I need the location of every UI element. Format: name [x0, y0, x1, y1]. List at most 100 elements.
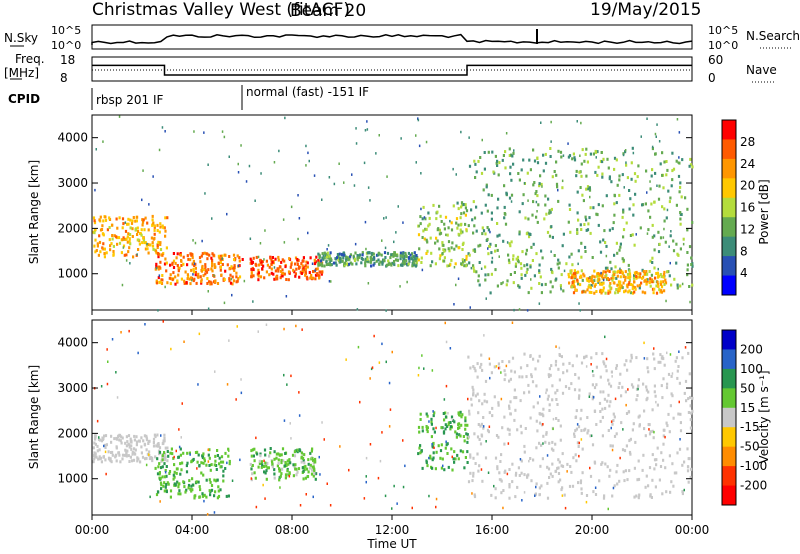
scatter-cell: [462, 435, 465, 438]
scatter-cell: [461, 413, 464, 417]
scatter-cell: [657, 360, 660, 364]
xtick-label: 20:00: [575, 523, 610, 537]
scatter-cell: [472, 391, 475, 395]
scatter-cell: [657, 284, 660, 288]
scatter-cell: [497, 197, 500, 201]
scatter-cell: [612, 276, 615, 280]
noise-cell: [211, 217, 213, 220]
scatter-cell: [611, 278, 614, 282]
scatter-cell: [435, 450, 438, 454]
scatter-cell: [617, 287, 620, 291]
scatter-cell: [638, 275, 641, 279]
scatter-cell: [466, 450, 469, 454]
scatter-cell: [472, 248, 475, 252]
scatter-cell: [265, 259, 268, 263]
colorbar-tick: 12: [740, 222, 755, 236]
scatter-cell: [160, 282, 164, 285]
scatter-cell: [687, 480, 690, 484]
scatter-cell: [601, 204, 604, 208]
scatter-cell: [691, 165, 694, 169]
scatter-cell: [100, 460, 103, 464]
freq-tick-bottom: 8: [60, 71, 68, 85]
noise-cell: [552, 427, 554, 431]
scatter-cell: [616, 283, 619, 287]
noise-cell: [367, 186, 370, 189]
scatter-cell: [519, 262, 523, 266]
scatter-cell: [355, 262, 358, 266]
scatter-cell: [282, 459, 285, 463]
scatter-cell: [172, 271, 175, 275]
noise-cell: [495, 365, 498, 368]
scatter-cell: [189, 282, 192, 286]
scatter-cell: [103, 247, 106, 251]
noise-cell: [406, 280, 408, 284]
noise-cell: [567, 142, 569, 145]
scatter-cell: [310, 472, 314, 476]
scatter-cell: [649, 215, 652, 219]
scatter-cell: [573, 285, 576, 289]
scatter-cell: [555, 398, 558, 401]
scatter-cell: [98, 240, 102, 244]
scatter-cell: [574, 272, 577, 275]
noise-cell: [448, 264, 450, 267]
scatter-cell: [278, 478, 281, 482]
scatter-cell: [671, 394, 674, 398]
scatter-cell: [174, 261, 177, 265]
scatter-cell: [651, 168, 654, 172]
noise-cell: [442, 464, 444, 468]
scatter-cell: [679, 217, 682, 221]
scatter-cell: [469, 366, 472, 370]
scatter-cell: [214, 479, 218, 483]
scatter-cell: [538, 354, 541, 358]
scatter-cell: [498, 471, 501, 475]
noise-cell: [539, 493, 541, 496]
scatter-cell: [153, 433, 156, 437]
scatter-cell: [520, 431, 523, 435]
scatter-cell: [156, 229, 159, 232]
scatter-cell: [615, 241, 618, 245]
scatter-cell: [177, 266, 180, 270]
scatter-cell: [462, 260, 465, 264]
noise-cell: [445, 440, 447, 443]
scatter-cell: [281, 467, 284, 471]
scatter-cell: [146, 452, 149, 456]
scatter-cell: [329, 251, 332, 255]
scatter-cell: [661, 396, 664, 400]
colorbar-swatch: [722, 236, 736, 257]
scatter-cell: [210, 256, 213, 260]
scatter-cell: [547, 394, 550, 398]
scatter-cell: [580, 269, 583, 273]
scatter-cell: [425, 459, 428, 463]
scatter-cell: [549, 290, 552, 294]
noise-cell: [321, 198, 323, 201]
scatter-cell: [662, 357, 665, 361]
scatter-cell: [619, 245, 622, 249]
scatter-cell: [278, 453, 281, 457]
noise-cell: [536, 210, 538, 213]
scatter-cell: [624, 278, 627, 282]
scatter-cell: [136, 459, 139, 463]
scatter-cell: [231, 275, 234, 279]
scatter-cell: [417, 425, 421, 429]
scatter-cell: [645, 282, 648, 286]
scatter-cell: [572, 456, 575, 460]
scatter-cell: [98, 234, 101, 238]
scatter-cell: [654, 171, 657, 175]
scatter-cell: [455, 435, 458, 439]
scatter-cell: [180, 264, 183, 267]
scatter-cell: [200, 471, 203, 475]
noise-cell: [397, 205, 399, 208]
scatter-cell: [233, 266, 236, 270]
scatter-cell: [560, 355, 563, 359]
scatter-cell: [182, 255, 185, 259]
scatter-cell: [631, 233, 634, 237]
scatter-cell: [505, 191, 508, 195]
scatter-cell: [502, 489, 505, 492]
scatter-cell: [165, 246, 168, 250]
scatter-cell: [427, 224, 430, 228]
scatter-cell: [236, 279, 239, 283]
noise-cell: [191, 278, 193, 282]
scatter-cell: [129, 242, 132, 246]
noise-cell: [560, 286, 562, 289]
scatter-cell: [219, 261, 222, 264]
